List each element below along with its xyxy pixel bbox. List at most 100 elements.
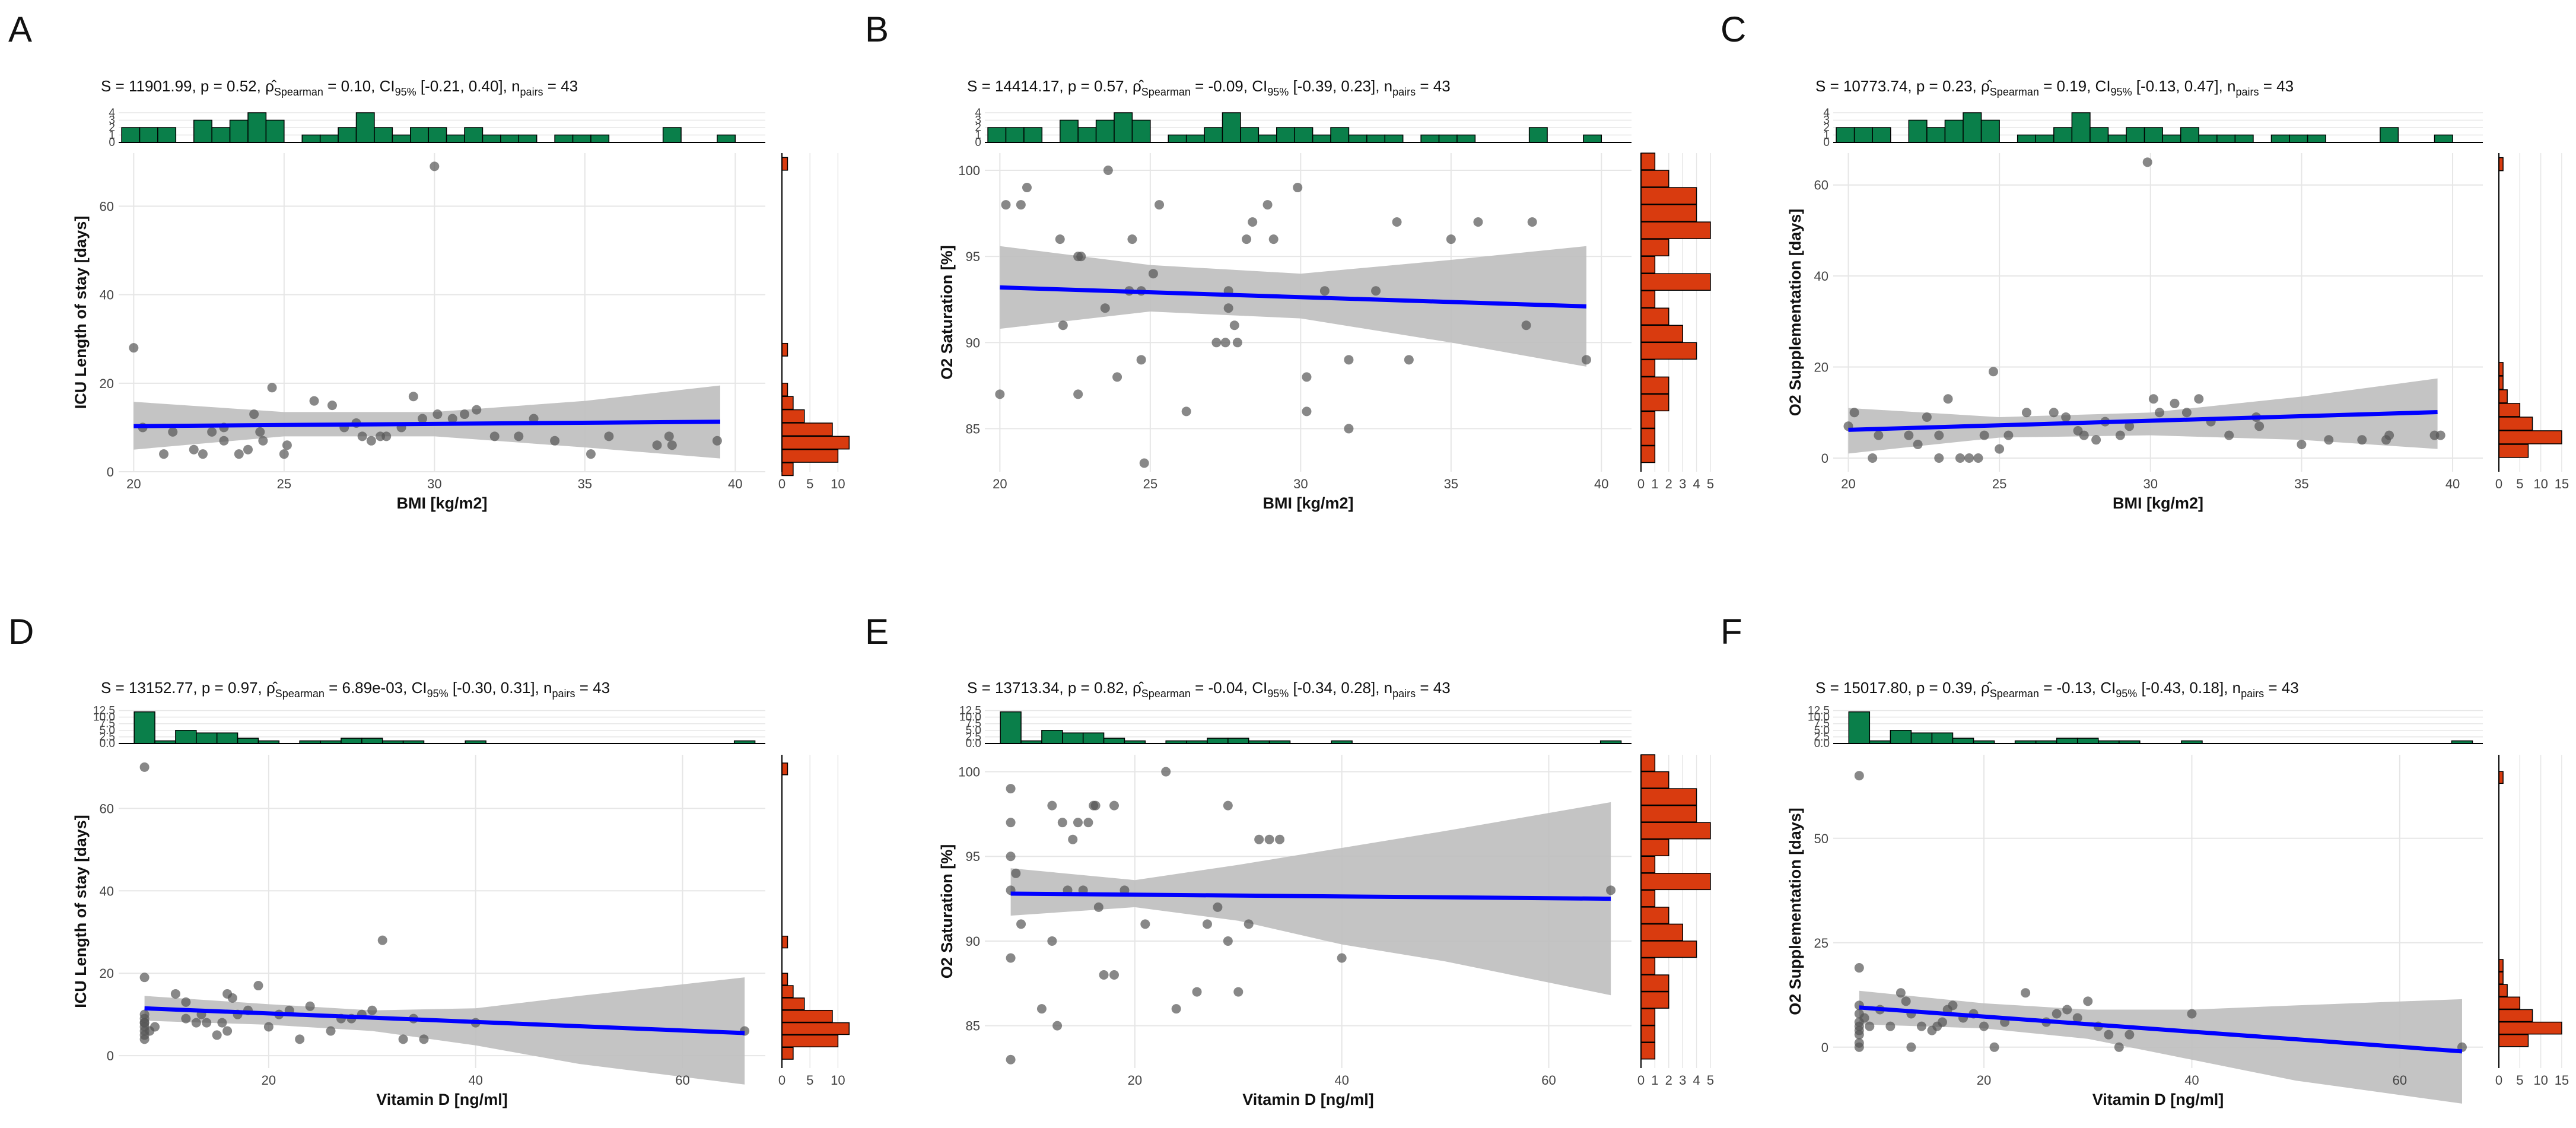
subtitle-subscript: pairs [552, 688, 575, 700]
data-point [263, 1022, 273, 1032]
side-hist-tick-label: 10 [831, 1073, 845, 1088]
top-hist-bar [1000, 711, 1022, 744]
scatter-plot: 20 40 60 0 25 50 Vitamin D [ng/ml] O2 Supplemen… [1786, 755, 2483, 1108]
side-hist-bar [2498, 403, 2521, 417]
confidence-band [1848, 378, 2438, 454]
y-tick-label: 0 [1821, 1040, 1828, 1055]
top-hist-bar [355, 112, 375, 143]
top-hist-bar [2053, 127, 2073, 143]
top-hist-bar [1258, 134, 1277, 143]
top-hist-bar [590, 134, 610, 143]
regression-line [1848, 410, 2438, 432]
data-point [1264, 834, 1274, 844]
data-point [1521, 320, 1531, 331]
top-hist-bar [247, 112, 267, 143]
y-axis-title: O2 Supplementation [days] [1786, 209, 1804, 417]
data-point [1213, 902, 1223, 912]
y-tick-label: 20 [1814, 360, 1828, 375]
y-tick-label: 0 [107, 1048, 114, 1063]
data-point [1109, 970, 1119, 980]
top-hist-bar [1330, 127, 1350, 143]
data-point [2079, 430, 2089, 440]
data-point [2435, 430, 2445, 440]
subtitle-subscript: 95% [2116, 688, 2137, 700]
x-tick-label: 20 [1128, 1073, 1142, 1088]
top-hist-bar [121, 127, 141, 143]
side-hist-tick-label: 0 [778, 476, 785, 491]
y-tick-label: 85 [966, 421, 980, 436]
panel-d: D S = 13152.77, p = 0.97, ρ̂Spearman = 6.… [8, 612, 850, 1108]
data-point [1262, 200, 1273, 210]
side-hist-bar [781, 997, 805, 1011]
side-hist-bar [2498, 1009, 2533, 1022]
data-point [381, 431, 392, 441]
data-point [1006, 818, 1016, 828]
top-histogram: 0.02.55.07.510.012.5 [93, 704, 765, 750]
data-point [198, 449, 208, 459]
data-point [1100, 303, 1110, 313]
side-hist-tick-label: 5 [2516, 1073, 2523, 1088]
y-tick-label: 85 [966, 1019, 980, 1034]
data-point [295, 1034, 305, 1044]
subtitle-text: [-0.30, 0.31], n [449, 679, 552, 697]
data-point [1854, 1030, 1864, 1040]
side-hist-tick-label: 0 [2495, 476, 2502, 491]
top-hist-tick-label: 3 [975, 115, 981, 127]
side-hist-tick-label: 10 [2533, 476, 2548, 491]
top-hist-bar [446, 134, 465, 143]
top-hist-bar [1227, 738, 1249, 744]
data-point [326, 1026, 336, 1036]
scatter-plot: 20 25 30 35 40 0 20 40 60 BMI [kg/m2] O2 Supplemen… [1786, 153, 2483, 512]
data-point [1849, 408, 1859, 418]
side-histogram: 0 5 10 15 [2495, 153, 2569, 491]
data-point [2125, 1030, 2135, 1040]
top-hist-bar [1952, 738, 1974, 744]
top-hist-bar [500, 134, 520, 143]
stats-subtitle: S = 13713.34, p = 0.82, ρ̂Spearman = -0.… [967, 679, 1451, 700]
data-point [1859, 1013, 1869, 1023]
data-point [255, 427, 265, 437]
side-hist-bar [1640, 152, 1656, 170]
subtitle-subscript: Spearman [274, 86, 323, 98]
top-hist-bar [301, 134, 321, 143]
data-point [460, 409, 470, 420]
side-hist-bar [2498, 444, 2529, 458]
subtitle-subscript: 95% [1267, 688, 1289, 700]
data-point [1001, 200, 1011, 210]
side-hist-bar [1640, 974, 1669, 992]
data-point [1052, 1021, 1063, 1031]
y-tick-label: 60 [100, 199, 114, 214]
data-point [529, 414, 539, 424]
data-point [181, 997, 191, 1007]
subtitle-text: S = 15017.80, p = 0.39, ρ̂ [1815, 679, 1993, 697]
side-hist-bar [781, 973, 788, 986]
data-point [995, 389, 1005, 399]
data-point [2155, 408, 2165, 418]
top-hist-tick-label: 4 [109, 107, 115, 119]
top-hist-bar [410, 127, 429, 143]
data-point [2061, 412, 2071, 422]
data-point [1916, 1021, 1926, 1031]
data-point [219, 436, 229, 446]
data-point [2115, 430, 2125, 440]
side-hist-bar [2498, 376, 2504, 390]
data-point [1139, 458, 1149, 468]
data-point [357, 431, 367, 441]
top-hist-bar [157, 127, 177, 143]
data-point [1055, 234, 1065, 244]
subtitle-text: = -0.13, CI [2039, 679, 2116, 697]
data-point [150, 1022, 160, 1032]
data-point [1161, 767, 1171, 777]
top-hist-bar [1041, 730, 1063, 744]
subtitle-text: S = 13152.77, p = 0.97, ρ̂ [101, 679, 278, 697]
side-hist-bar [1640, 290, 1656, 308]
side-hist-bar [781, 422, 833, 437]
top-hist-tick-label: 10.0 [93, 711, 115, 724]
side-hist-bar [1640, 957, 1656, 975]
data-point [2181, 408, 2192, 418]
top-hist-tick-label: 2.5 [100, 731, 115, 743]
side-hist-bar [2498, 430, 2562, 444]
data-point [1057, 818, 1067, 828]
data-point [279, 449, 289, 459]
top-hist-tick-label: 4 [1823, 107, 1830, 119]
